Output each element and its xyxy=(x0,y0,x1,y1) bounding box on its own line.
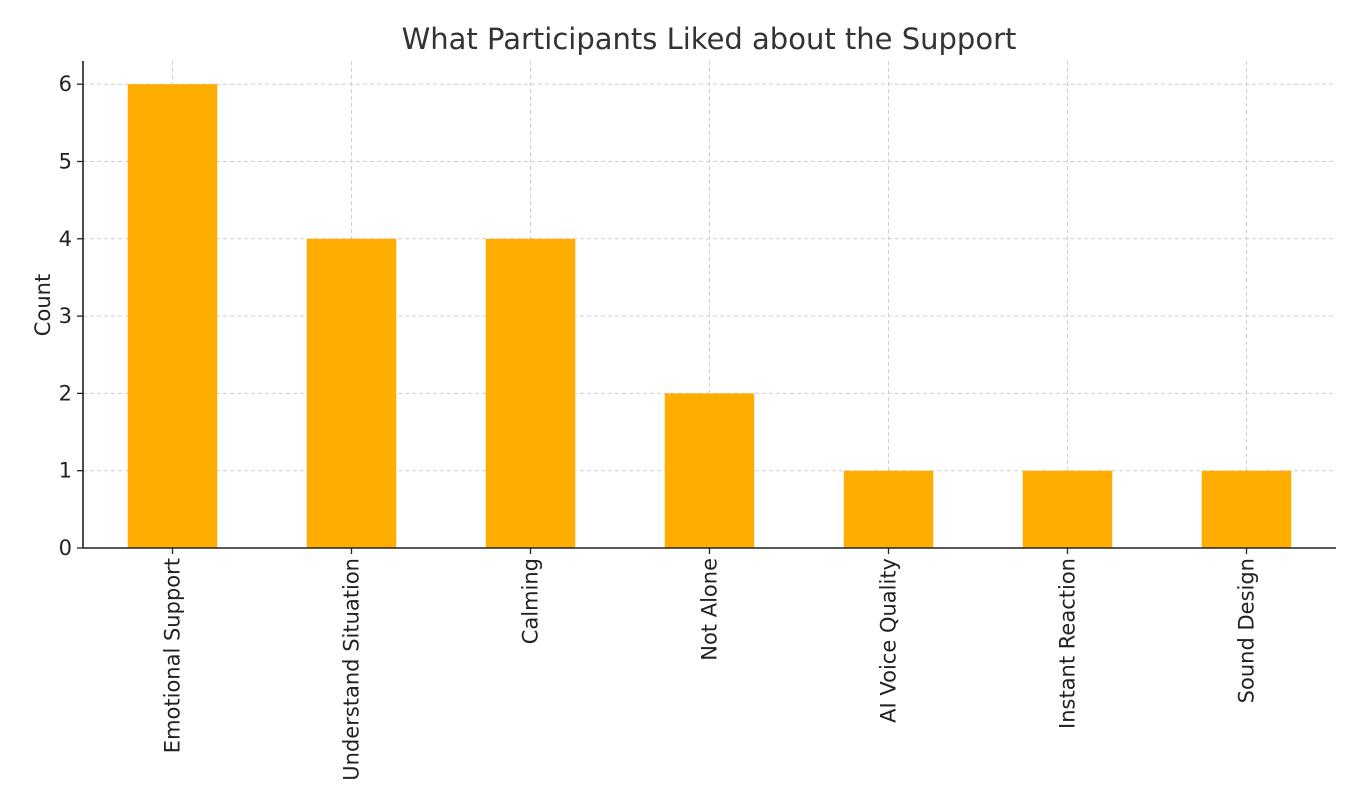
x-tick-label-6: Sound Design xyxy=(1235,558,1259,703)
y-tick-label-1: 1 xyxy=(59,459,72,483)
y-ticks: 0 1 2 3 4 5 6 xyxy=(59,72,83,560)
chart-title: What Participants Liked about the Suppor… xyxy=(402,22,1017,56)
bar-5 xyxy=(1022,470,1113,548)
bar-1 xyxy=(306,238,397,549)
y-tick-label-4: 4 xyxy=(59,227,72,251)
bar-4 xyxy=(843,470,934,548)
y-tick-label-2: 2 xyxy=(59,381,72,405)
y-tick-label-5: 5 xyxy=(59,149,72,173)
bar-3 xyxy=(664,393,755,548)
x-tick-label-3: Not Alone xyxy=(698,558,722,661)
x-tick-label-4: AI Voice Quality xyxy=(877,558,901,723)
bar-0 xyxy=(127,84,218,548)
y-tick-label-0: 0 xyxy=(59,536,72,560)
bar-6 xyxy=(1201,470,1292,548)
y-axis-label: Count xyxy=(31,274,55,336)
x-ticks: Emotional Support Understand Situation Cal… xyxy=(161,548,1259,781)
x-tick-label-1: Understand Situation xyxy=(340,558,364,781)
x-tick-label-2: Calming xyxy=(519,558,543,644)
x-tick-label-0: Emotional Support xyxy=(161,558,185,753)
x-tick-label-5: Instant Reaction xyxy=(1056,558,1080,729)
y-tick-label-6: 6 xyxy=(59,72,72,96)
bar-2 xyxy=(485,238,576,549)
bars xyxy=(127,84,1292,549)
y-tick-label-3: 3 xyxy=(59,304,72,328)
